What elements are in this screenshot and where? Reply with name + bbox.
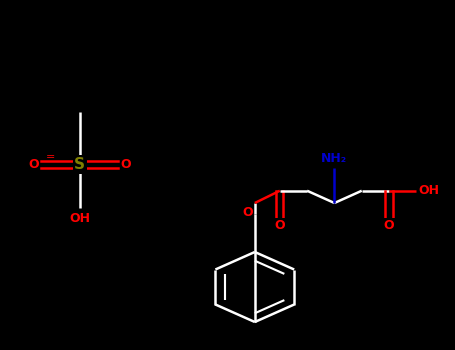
Text: S: S — [74, 157, 85, 172]
Text: O: O — [121, 158, 131, 171]
Text: OH: OH — [419, 184, 440, 197]
Text: O: O — [274, 219, 285, 232]
Text: =: = — [46, 152, 56, 162]
Text: O: O — [242, 206, 253, 219]
Text: NH₂: NH₂ — [321, 152, 348, 164]
Text: O: O — [28, 158, 39, 171]
Text: O: O — [384, 219, 394, 232]
Text: OH: OH — [69, 212, 90, 225]
